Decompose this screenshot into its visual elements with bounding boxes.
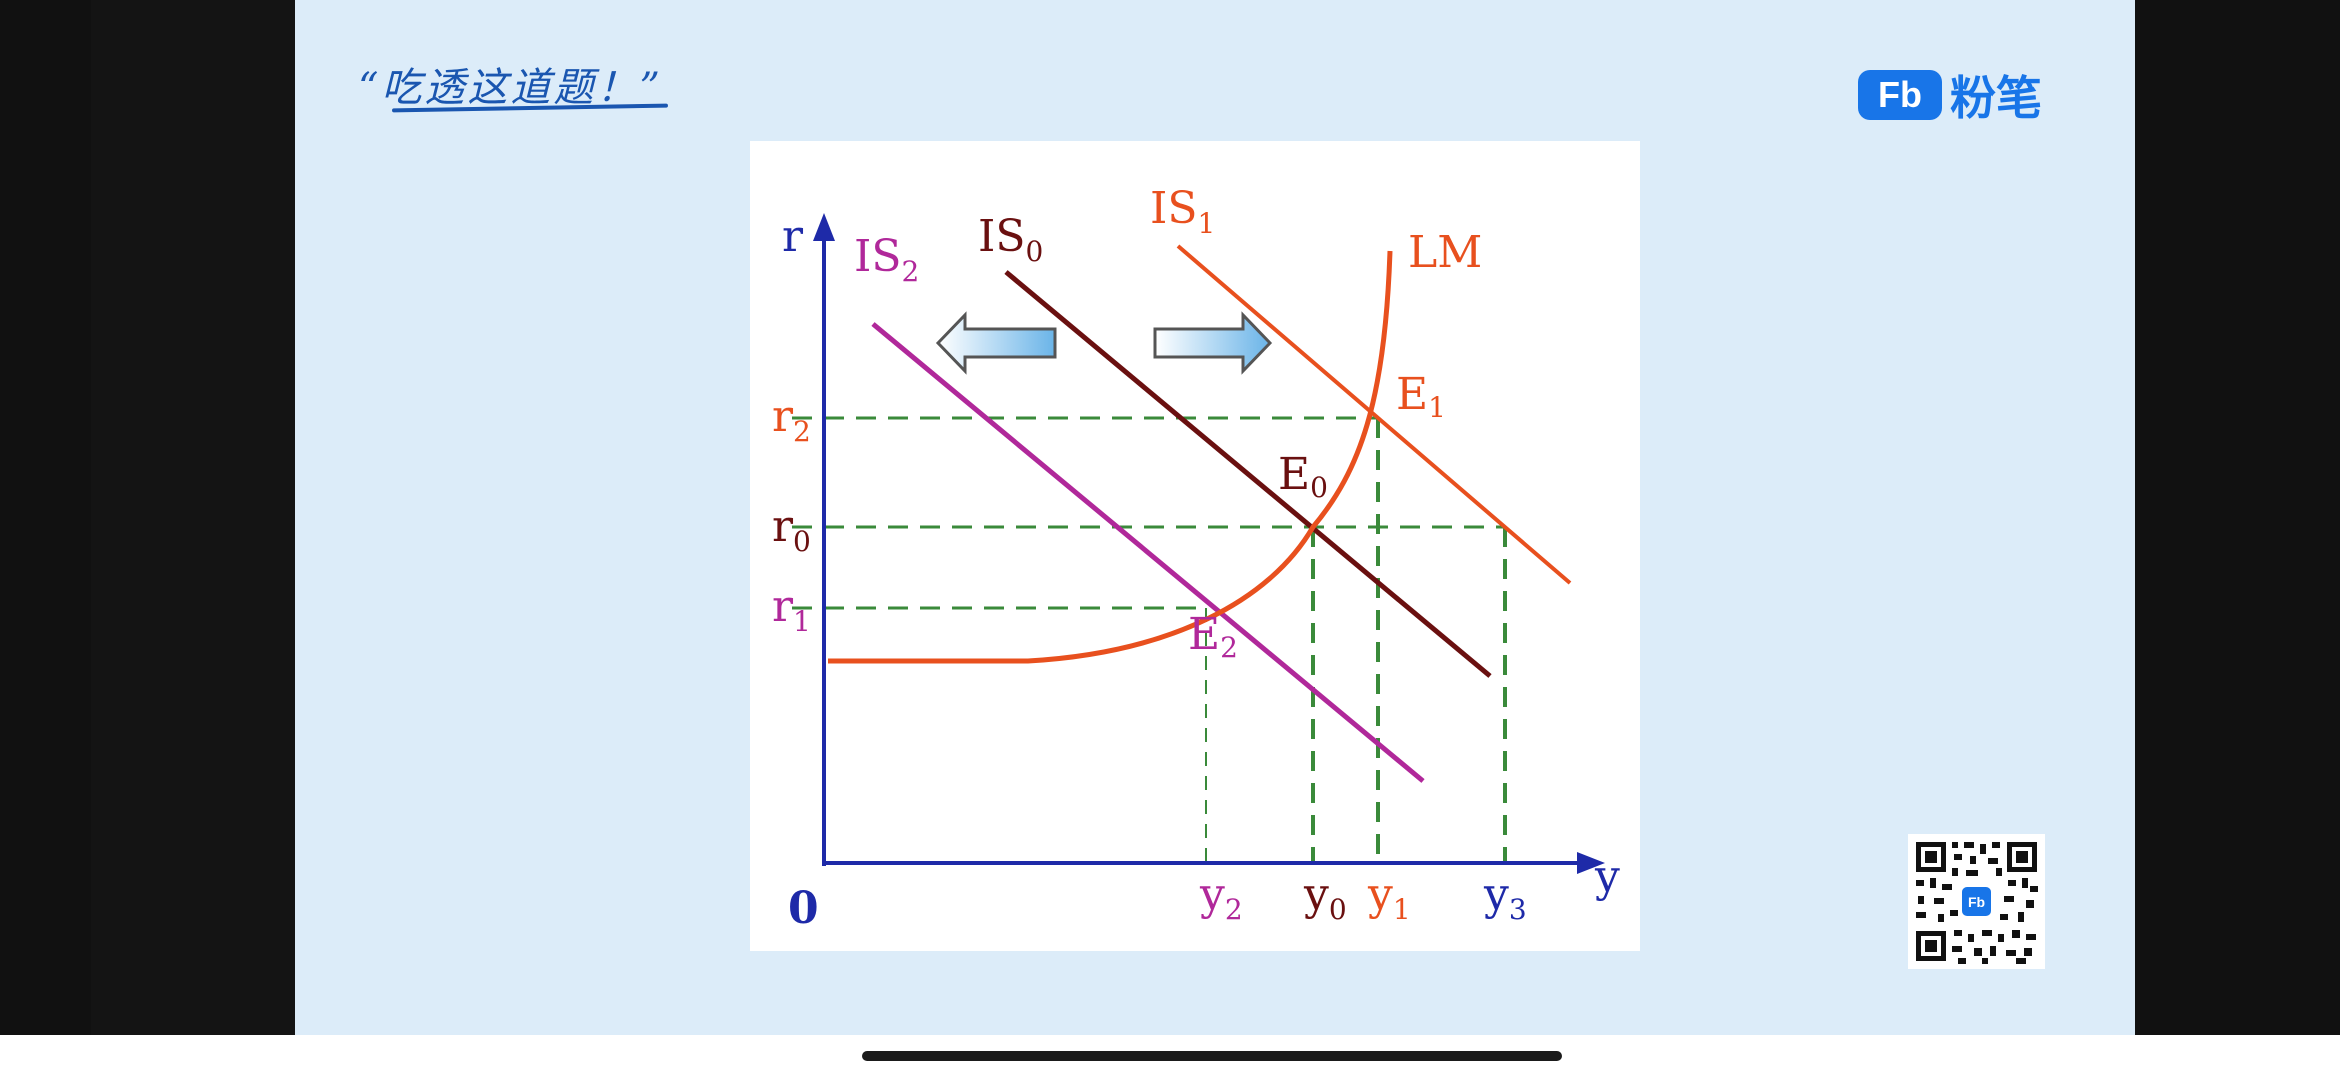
y2-tick-label: y2 bbox=[1199, 869, 1243, 926]
origin-label: 0 bbox=[788, 883, 819, 934]
lm-curve bbox=[828, 250, 1393, 664]
slide-slogan: “吃透这道题！” bbox=[358, 65, 663, 111]
e2-label: E2 bbox=[1188, 609, 1238, 664]
is1-label: IS1 bbox=[1150, 183, 1215, 240]
y1-tick-label: y1 bbox=[1367, 869, 1411, 926]
is0-label: IS0 bbox=[978, 211, 1043, 268]
brand-name: 粉笔 bbox=[1950, 71, 2042, 125]
lm-label: LM bbox=[1408, 227, 1482, 278]
qr-code-icon: Fb bbox=[1908, 834, 2045, 969]
y-axis-arrowhead bbox=[813, 213, 835, 241]
screen-bezel-left bbox=[0, 0, 91, 1035]
guide-lines bbox=[792, 416, 1505, 610]
brand-mark-icon: Fb bbox=[1858, 70, 1942, 120]
r0-tick-label: r0 bbox=[772, 501, 811, 558]
x-axis-arrowhead bbox=[1577, 852, 1605, 874]
is0-curve bbox=[1004, 270, 1492, 678]
axis-y-label: r bbox=[782, 211, 804, 262]
is2-curve bbox=[871, 322, 1425, 783]
is1-curve bbox=[1176, 244, 1572, 585]
r1-tick-label: r1 bbox=[772, 581, 811, 638]
is-lm-diagram: r y 0 IS2 IS0 IS1 LM E0 E1 E2 r2 r0 r1 y… bbox=[750, 141, 1640, 951]
qr-center-logo-icon bbox=[1962, 887, 1991, 916]
screen-bezel-right bbox=[2135, 0, 2340, 1035]
r2-tick-label: r2 bbox=[772, 391, 811, 448]
e1-label: E1 bbox=[1396, 369, 1446, 424]
is-lm-svg: r y 0 IS2 IS0 IS1 LM E0 E1 E2 r2 r0 r1 y… bbox=[772, 183, 1620, 934]
y0-tick-label: y0 bbox=[1303, 869, 1347, 926]
svg-text:Fb: Fb bbox=[1968, 894, 1985, 910]
y3-tick-label: y3 bbox=[1483, 869, 1527, 926]
is2-label: IS2 bbox=[854, 231, 919, 288]
letterbox-left bbox=[91, 0, 295, 1035]
home-indicator[interactable] bbox=[862, 1051, 1562, 1061]
axis-x-label: y bbox=[1594, 851, 1620, 902]
shift-right-arrow-icon bbox=[1153, 311, 1273, 375]
qr-code[interactable]: Fb bbox=[1908, 834, 2045, 969]
brand-logo: Fb 粉笔 bbox=[1858, 62, 2042, 128]
e0-label: E0 bbox=[1278, 449, 1328, 504]
shift-left-arrow-icon bbox=[935, 311, 1057, 375]
